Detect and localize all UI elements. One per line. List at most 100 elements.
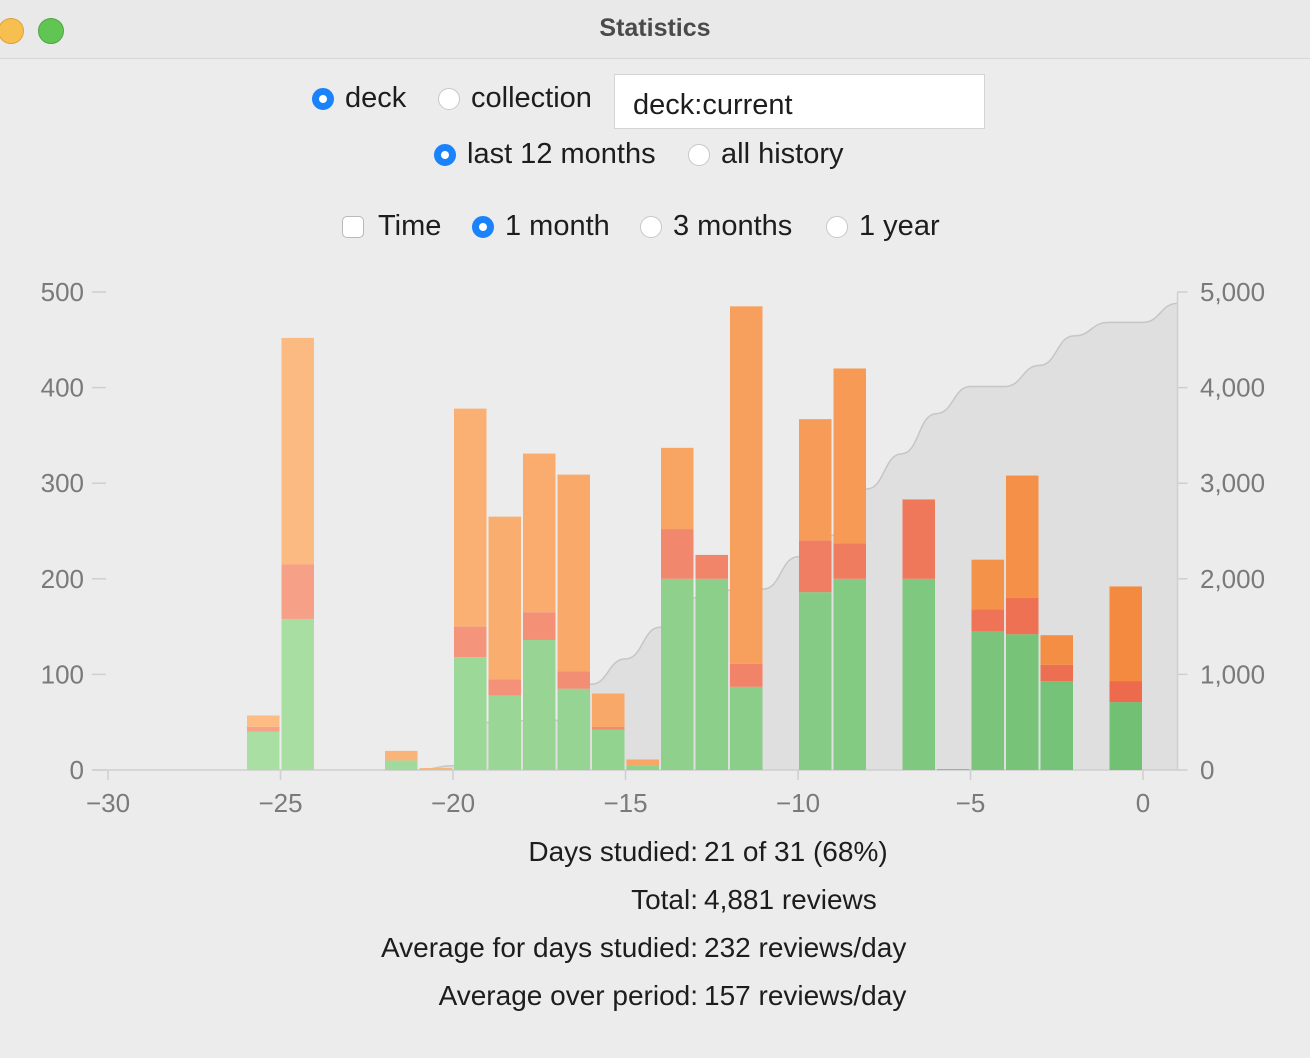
bar-segment	[937, 769, 970, 771]
avg-period-label: Average over period:	[438, 980, 698, 1011]
bar-segment	[902, 578, 935, 770]
bar-segment	[488, 679, 521, 696]
bar-segment	[557, 688, 590, 770]
collection-radio[interactable]: collection	[438, 82, 592, 115]
bar-segment	[695, 554, 728, 579]
total-value: 4,881 reviews	[704, 884, 877, 915]
bar-segment	[971, 609, 1004, 632]
last-12-months-label: last 12 months	[467, 138, 656, 170]
bar-segment	[1109, 586, 1142, 682]
x-tick-label: −10	[776, 788, 820, 818]
all-history-radio-indicator[interactable]	[688, 143, 710, 166]
collection-radio-label: collection	[471, 82, 592, 114]
y-tick-label: 0	[70, 755, 84, 785]
bar-segment	[281, 564, 314, 619]
avg-period-row: Average over period: 157 reviews/day	[0, 980, 1310, 1020]
total-row: Total: 4,881 reviews	[0, 884, 1310, 924]
bar-segment	[592, 693, 625, 727]
bar-segment	[385, 750, 418, 761]
bar-segment	[281, 618, 314, 770]
bar-segment	[971, 631, 1004, 770]
one-year-radio[interactable]: 1 year	[826, 210, 940, 243]
cumulative-line	[383, 302, 1178, 771]
bar-segment	[1006, 634, 1039, 770]
bar-segment	[523, 612, 556, 640]
bar-segment	[695, 578, 728, 770]
bar-segment	[626, 765, 659, 770]
x-tick-label: −25	[258, 788, 302, 818]
time-checkbox[interactable]: Time	[342, 210, 441, 243]
bar-segment	[523, 453, 556, 613]
three-months-label: 3 months	[673, 210, 793, 242]
bar-segment	[523, 639, 556, 770]
bar-segment	[1006, 475, 1039, 598]
one-year-radio-indicator[interactable]	[826, 215, 848, 238]
bar-segment	[247, 726, 280, 732]
total-label: Total:	[631, 884, 698, 915]
collection-radio-indicator[interactable]	[438, 87, 460, 110]
x-tick-label: −15	[603, 788, 647, 818]
y-tick-label: 100	[41, 659, 84, 689]
y-tick-label: 300	[41, 468, 84, 498]
avg-studied-row: Average for days studied: 232 reviews/da…	[0, 932, 1310, 972]
one-month-radio[interactable]: 1 month	[472, 210, 610, 243]
x-tick-label: 0	[1136, 788, 1150, 818]
bar-segment	[454, 408, 487, 627]
bar-segment	[799, 540, 832, 593]
bar-segment	[1109, 702, 1142, 770]
bar-segment	[454, 657, 487, 770]
last-12-months-radio-indicator[interactable]	[434, 143, 456, 166]
bar-segment	[1040, 664, 1073, 682]
zoom-button[interactable]	[38, 18, 64, 44]
days-studied-value: 21 of 31 (68%)	[704, 836, 888, 867]
days-studied-row: Days studied: 21 of 31 (68%)	[0, 836, 1310, 876]
window-title: Statistics	[599, 14, 711, 42]
y-tick-label: 200	[41, 564, 84, 594]
three-months-radio[interactable]: 3 months	[640, 210, 792, 243]
bar-segment	[799, 419, 832, 541]
avg-period-value: 157 reviews/day	[704, 980, 907, 1011]
bar-segment	[488, 516, 521, 680]
bar-segment	[730, 306, 763, 664]
y2-tick-label: 0	[1200, 755, 1214, 785]
bar-segment	[557, 474, 590, 672]
bar-segment	[247, 731, 280, 770]
deck-radio[interactable]: deck	[312, 82, 406, 115]
y-tick-label: 500	[41, 277, 84, 307]
one-year-label: 1 year	[859, 210, 940, 242]
x-tick-label: −20	[431, 788, 475, 818]
bar-segment	[1109, 681, 1142, 703]
x-tick-label: −30	[86, 788, 130, 818]
last-12-months-radio[interactable]: last 12 months	[434, 138, 656, 171]
bar-segment	[799, 592, 832, 770]
y2-tick-label: 4,000	[1200, 373, 1265, 403]
bar-segment	[902, 499, 935, 579]
deck-radio-indicator[interactable]	[312, 87, 334, 110]
time-checkbox-label: Time	[378, 210, 442, 242]
bar-segment	[419, 768, 452, 770]
x-tick-label: −5	[956, 788, 986, 818]
deck-radio-label: deck	[345, 82, 407, 114]
y2-tick-label: 5,000	[1200, 277, 1265, 307]
bar-segment	[661, 578, 694, 770]
avg-studied-value: 232 reviews/day	[704, 932, 907, 963]
all-history-radio[interactable]: all history	[688, 138, 844, 171]
bar-segment	[833, 578, 866, 770]
bar-segment	[592, 726, 625, 730]
bar-segment	[557, 671, 590, 689]
bar-segment	[281, 337, 314, 565]
minimize-button[interactable]	[0, 18, 24, 44]
bar-segment	[730, 663, 763, 687]
title-bar: Statistics	[0, 0, 1310, 59]
bar-segment	[661, 529, 694, 579]
avg-studied-label: Average for days studied:	[380, 932, 698, 963]
search-input[interactable]	[614, 74, 985, 129]
time-checkbox-box[interactable]	[342, 215, 364, 238]
three-months-radio-indicator[interactable]	[640, 215, 662, 238]
bar-segment	[833, 368, 866, 544]
y-tick-label: 400	[41, 373, 84, 403]
y2-tick-label: 2,000	[1200, 564, 1265, 594]
one-month-radio-indicator[interactable]	[472, 215, 494, 238]
bar-segment	[1040, 681, 1073, 770]
bar-segment	[626, 759, 659, 766]
